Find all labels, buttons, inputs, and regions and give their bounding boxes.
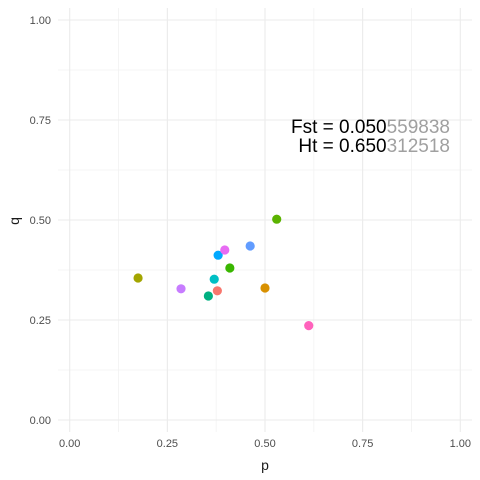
data-point <box>203 291 213 301</box>
y-axis-title: q <box>6 217 22 225</box>
y-tick-label: 0.50 <box>30 215 51 227</box>
x-tick-label: 0.50 <box>254 438 275 450</box>
ht-value-bold: 0.650 <box>339 136 387 157</box>
fst-value-faded: 559838 <box>387 117 450 138</box>
x-axis-ticks: 0.00 0.25 0.50 0.75 1.00 <box>59 438 471 450</box>
ht-annotation: Ht = 0.650312518 <box>298 136 450 157</box>
y-tick-label: 1.00 <box>30 15 51 27</box>
x-tick-label: 0.00 <box>59 438 80 450</box>
ht-label: Ht = <box>298 136 339 157</box>
data-point <box>260 283 270 293</box>
x-tick-label: 1.00 <box>450 438 471 450</box>
data-point <box>225 263 235 273</box>
x-tick-label: 0.25 <box>157 438 178 450</box>
data-point <box>272 214 282 224</box>
x-tick-label: 0.75 <box>352 438 373 450</box>
y-axis-ticks: 0.00 0.25 0.50 0.75 1.00 <box>30 15 51 427</box>
fst-annotation: Fst = 0.050559838 <box>291 117 450 138</box>
x-axis-title: p <box>261 457 269 473</box>
y-tick-label: 0.75 <box>30 115 51 127</box>
data-point <box>212 286 222 296</box>
data-point <box>209 274 219 284</box>
fst-label: Fst = <box>291 117 339 138</box>
data-point <box>213 250 223 260</box>
data-point <box>245 241 255 251</box>
data-point <box>133 273 143 283</box>
data-point <box>220 245 230 255</box>
fst-value-bold: 0.050 <box>339 117 387 138</box>
data-point <box>304 321 314 331</box>
data-points <box>133 214 314 331</box>
y-tick-label: 0.00 <box>30 415 51 427</box>
ht-value-faded: 312518 <box>387 136 450 157</box>
grid-lines <box>58 8 472 432</box>
y-tick-label: 0.25 <box>30 315 51 327</box>
data-point <box>176 284 186 294</box>
